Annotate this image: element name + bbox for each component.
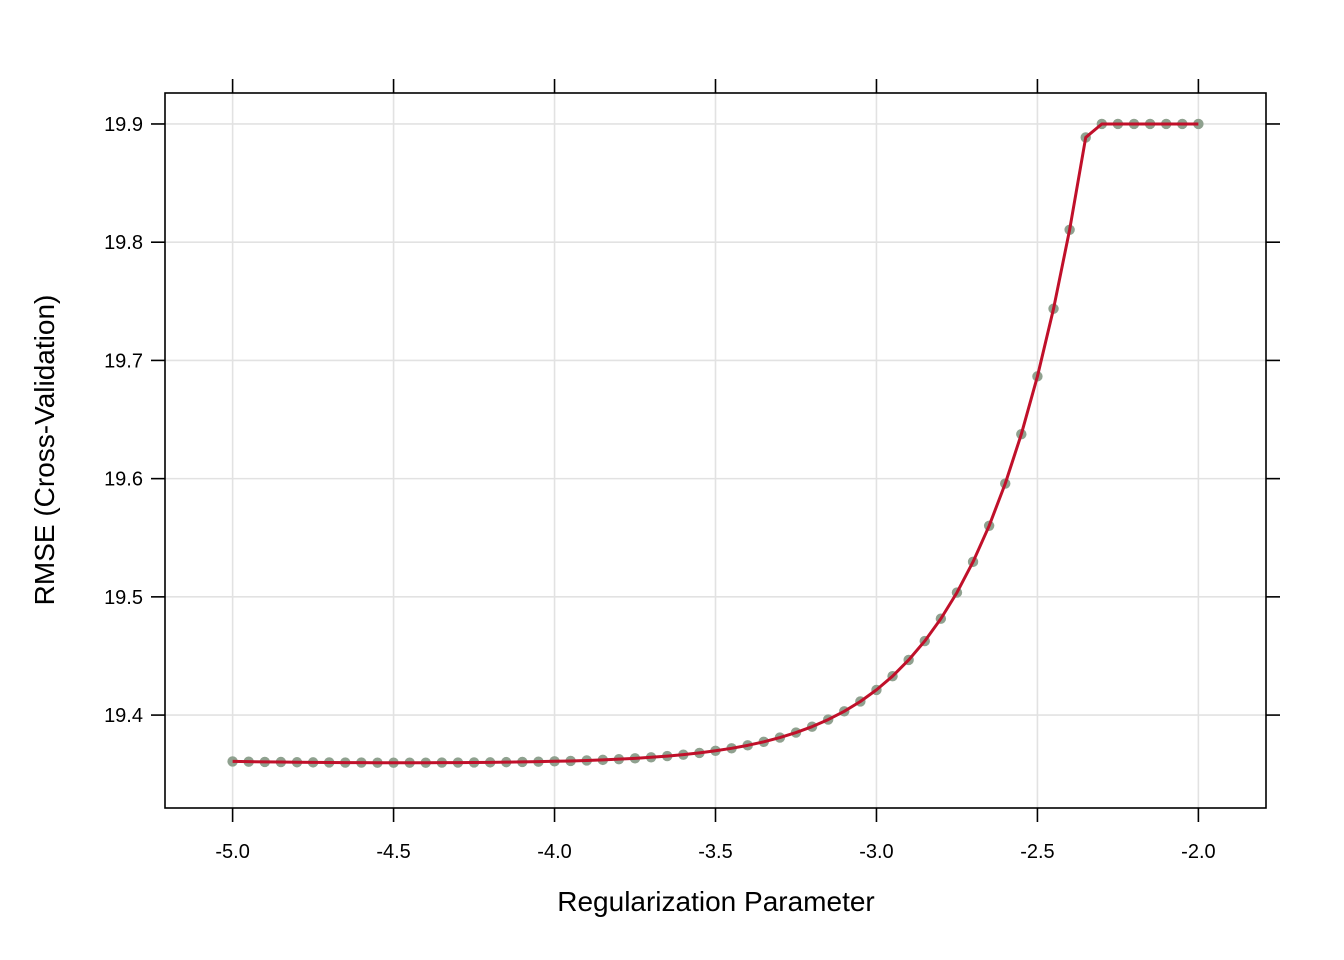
data-point [227,756,238,767]
x-tick-label: -3.5 [698,841,732,863]
y-tick-label: 19.4 [104,705,143,727]
x-tick-label: -4.0 [537,841,571,863]
series-line [232,122,1199,765]
x-tick-label: -5.0 [215,841,249,863]
y-tick-label: 19.5 [104,587,143,609]
x-tick-label: -4.5 [376,841,410,863]
x-tick-label: -2.0 [1181,841,1215,863]
ticks-layer [151,79,1280,822]
grid-layer [165,93,1266,808]
y-tick-label: 19.6 [104,469,143,491]
x-tick-labels: -5.0 -4.5 -4.0 -3.5 -3.0 -2.5 -2.0 [215,841,1215,863]
y-tick-label: 19.9 [104,114,143,136]
x-tick-label: -2.5 [1020,841,1054,863]
data-point [1193,118,1204,130]
x-axis-title: Regularization Parameter [557,886,875,917]
series-layer [232,122,1199,765]
y-tick-labels: 19.4 19.5 19.6 19.7 19.8 19.9 [104,114,143,727]
x-tick-label: -3.0 [859,841,893,863]
y-tick-label: 19.7 [104,350,143,372]
y-axis-title: RMSE (Cross-Validation) [29,295,60,606]
y-tick-label: 19.8 [104,232,143,254]
